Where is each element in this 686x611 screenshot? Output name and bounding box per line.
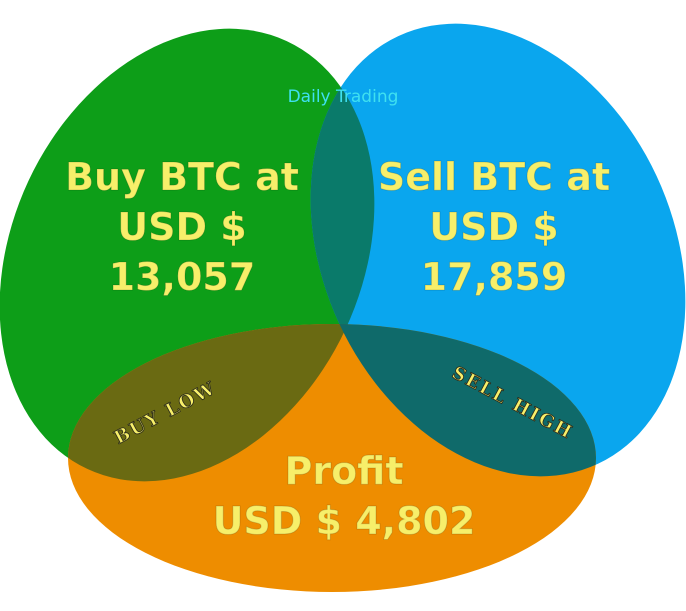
sell-line-2: USD $ [429,205,558,249]
profit-line-1: Profit [284,449,403,493]
profit-value: USD $ 4,802 [213,499,476,543]
sell-value: 17,859 [421,255,568,299]
buy-line-2: USD $ [117,205,246,249]
buy-line-1: Buy BTC at [65,155,299,199]
buy-value: 13,057 [109,255,256,299]
sell-line-1: Sell BTC at [378,155,610,199]
header-label: Daily Trading [288,87,399,107]
